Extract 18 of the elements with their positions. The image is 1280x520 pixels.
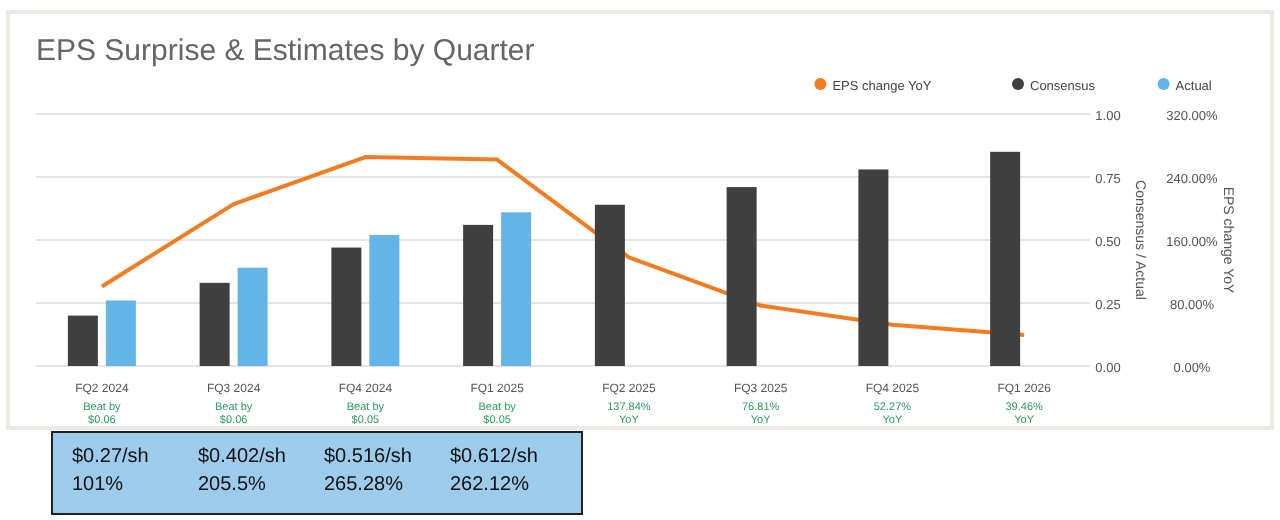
bar — [331, 247, 362, 366]
bar — [237, 267, 268, 366]
bar — [501, 212, 532, 366]
bar — [726, 187, 757, 366]
text: $0.516/sh 265.28% — [324, 446, 412, 496]
bar — [199, 282, 230, 366]
bar — [990, 151, 1021, 366]
line-series — [99, 155, 1027, 337]
bar — [67, 315, 98, 366]
bar — [369, 234, 400, 366]
bar — [594, 204, 625, 366]
chart-title: EPS Surprise & Estimates by Quarter — [36, 34, 535, 68]
text: $0.612/sh 262.12% — [450, 446, 538, 496]
bar — [463, 224, 494, 366]
text: $0.27/sh 101% — [72, 446, 149, 496]
bar — [105, 300, 136, 366]
bar — [858, 169, 889, 366]
text: $0.402/sh 205.5% — [198, 446, 286, 496]
